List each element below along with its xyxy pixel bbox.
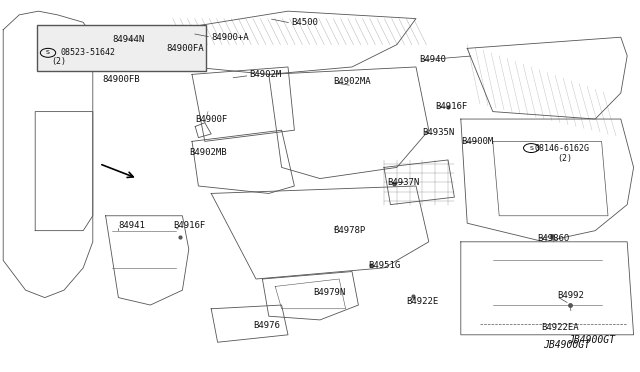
Text: 84944N: 84944N bbox=[112, 35, 144, 44]
Text: JB4900GT: JB4900GT bbox=[543, 340, 590, 350]
Text: B4937N: B4937N bbox=[387, 178, 419, 187]
Text: B4916F: B4916F bbox=[173, 221, 205, 230]
Text: B4979N: B4979N bbox=[314, 288, 346, 296]
Text: B4922EA: B4922EA bbox=[541, 323, 579, 332]
Text: 84941: 84941 bbox=[118, 221, 145, 230]
Text: 84900+A: 84900+A bbox=[211, 33, 249, 42]
Text: 08523-51642: 08523-51642 bbox=[61, 48, 116, 57]
Text: B4978P: B4978P bbox=[333, 226, 365, 235]
Text: B4940: B4940 bbox=[419, 55, 446, 64]
Text: 08146-6162G: 08146-6162G bbox=[534, 144, 589, 153]
Text: S: S bbox=[46, 50, 50, 55]
Text: B4976: B4976 bbox=[253, 321, 280, 330]
Text: B4922E: B4922E bbox=[406, 297, 438, 306]
Text: B4900F: B4900F bbox=[195, 115, 227, 124]
Text: B4902M: B4902M bbox=[250, 70, 282, 79]
Text: (2): (2) bbox=[557, 154, 572, 163]
Text: B4992: B4992 bbox=[557, 291, 584, 300]
Text: B4935N: B4935N bbox=[422, 128, 454, 137]
Text: 84900FA: 84900FA bbox=[166, 44, 204, 53]
Text: JB4900GT: JB4900GT bbox=[568, 336, 615, 345]
Text: B4902MA: B4902MA bbox=[333, 77, 371, 86]
Text: B4500: B4500 bbox=[291, 18, 318, 27]
Text: B4900M: B4900M bbox=[461, 137, 493, 146]
Text: (2): (2) bbox=[51, 57, 66, 66]
Text: 84900FB: 84900FB bbox=[102, 76, 140, 84]
Text: B4902MB: B4902MB bbox=[189, 148, 227, 157]
Text: B4916F: B4916F bbox=[435, 102, 467, 110]
FancyBboxPatch shape bbox=[37, 25, 206, 71]
Text: B4986O: B4986O bbox=[538, 234, 570, 243]
Text: B4951G: B4951G bbox=[368, 262, 400, 270]
Text: S: S bbox=[529, 145, 533, 151]
